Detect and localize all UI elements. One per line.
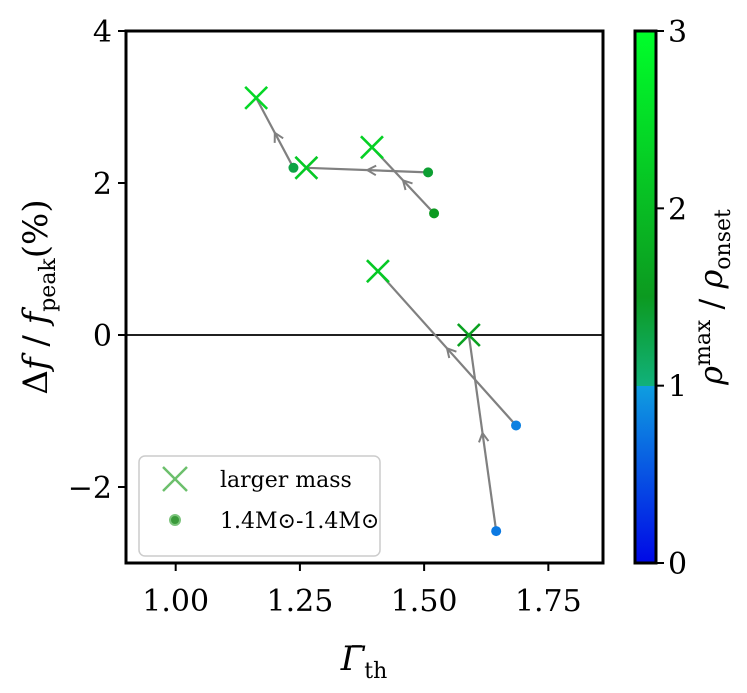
plot-frame	[124, 29, 605, 565]
data-point-cross	[365, 259, 390, 284]
y-axis-label: Δf / fpeak(%)	[16, 199, 61, 394]
data-point-cross	[294, 155, 319, 180]
data-point-dot	[429, 208, 440, 219]
data-point-dot	[511, 420, 522, 431]
colorbar-tick-label: 0	[668, 547, 687, 582]
colorbar-tick-label: 1	[668, 370, 687, 405]
arrow-head	[401, 178, 413, 191]
x-tick-label: 1.50	[391, 584, 458, 619]
x-tick-label: 1.75	[515, 584, 582, 619]
arrow-head	[365, 164, 377, 177]
x-tick-label: 1.00	[142, 584, 209, 619]
legend-label-equal-mass: 1.4M⊙-1.4M⊙	[220, 509, 379, 534]
y-tick-label: 2	[93, 167, 112, 202]
legend-box	[138, 455, 381, 557]
y-tick-label: −2	[68, 471, 112, 506]
data-point-cross	[244, 85, 269, 110]
x-tick-label: 1.25	[267, 584, 334, 619]
legend-cross-icon	[162, 466, 188, 492]
x-ticks: 1.00 1.25 1.50 1.75	[142, 563, 582, 619]
arrow-head	[478, 430, 490, 443]
legend-label-larger-mass: larger mass	[220, 468, 352, 493]
y-tick-label: 4	[93, 15, 112, 50]
arrow-head	[445, 346, 457, 359]
markers	[244, 85, 522, 537]
data-point-dot	[288, 162, 299, 173]
y-ticks: −2 0 2 4	[68, 15, 126, 506]
colorbar-ticks: 0 1 2 3	[656, 15, 687, 582]
x-axis-label: Γ̄th	[340, 639, 388, 684]
legend: larger mass 1.4M⊙-1.4M⊙	[138, 455, 381, 557]
colorbar-label: ρmax / ρonset	[691, 209, 736, 386]
data-point-dot	[423, 167, 434, 178]
data-point-cross	[360, 135, 384, 160]
legend-dot-icon	[169, 514, 181, 526]
data-point-dot	[491, 526, 502, 537]
colorbar	[633, 29, 658, 565]
data-point-cross	[456, 323, 481, 347]
colorbar-tick-label: 3	[668, 15, 687, 50]
y-tick-label: 0	[93, 319, 112, 354]
colorbar-tick-label: 2	[668, 192, 687, 227]
arrow-head	[273, 130, 284, 143]
